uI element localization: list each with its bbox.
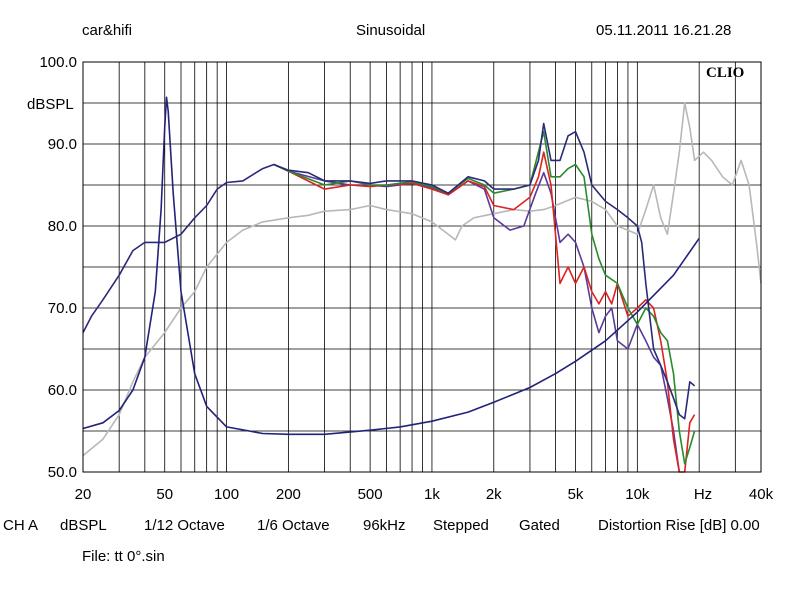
x-tick-label: 1k	[424, 486, 440, 503]
footer-gating: Gated	[519, 517, 560, 534]
chart-frame	[82, 61, 762, 473]
footer-smoothing-2: 1/6 Octave	[257, 517, 330, 534]
x-tick-label: 40k	[749, 486, 774, 503]
header-center: Sinusoidal	[356, 22, 426, 39]
series-line-4	[273, 130, 696, 465]
series-line-1	[82, 102, 762, 457]
y-tick-label: 90.0	[48, 136, 77, 153]
y-tick-label: 80.0	[48, 218, 77, 235]
series-line-3	[273, 151, 696, 473]
x-tick-label: 10k	[625, 486, 650, 503]
y-tick-label: 60.0	[48, 382, 77, 399]
file-name: File: tt 0°.sin	[82, 548, 165, 565]
y-axis-label: dBSPL	[27, 96, 74, 113]
footer-mode: Stepped	[433, 517, 489, 534]
footer-distortion-rise: Distortion Rise [dB] 0.00	[598, 517, 760, 534]
y-tick-label: 70.0	[48, 300, 77, 317]
chart-grid	[83, 62, 761, 472]
clio-logo: CLIO	[706, 65, 745, 81]
x-tick-label: 2k	[486, 486, 502, 503]
footer-smoothing-1: 1/12 Octave	[144, 517, 225, 534]
footer-sample-rate: 96kHz	[363, 517, 406, 534]
x-tick-label: 50	[156, 486, 173, 503]
header-left: car&hifi	[82, 22, 133, 39]
header-right: 05.11.2011 16.21.28	[596, 22, 732, 39]
y-tick-label: 50.0	[48, 464, 77, 481]
x-tick-label: 20	[75, 486, 92, 503]
chart-series	[82, 96, 762, 473]
footer-unit: dBSPL	[60, 517, 107, 534]
x-tick-label: 5k	[568, 486, 584, 503]
series-line-5	[82, 122, 696, 420]
x-tick-label: 500	[358, 486, 383, 503]
x-tick-label: 200	[276, 486, 301, 503]
chart-labels: 100.0 90.0 80.0 70.0 60.0 50.0 20 50 100 200 500 1k…	[39, 54, 773, 503]
footer-channel: CH A	[3, 517, 39, 534]
x-tick-label: 100	[214, 486, 239, 503]
x-axis-unit-label: Hz	[694, 486, 712, 503]
y-tick-label: 100.0	[39, 54, 77, 71]
series-line-6	[82, 96, 700, 436]
